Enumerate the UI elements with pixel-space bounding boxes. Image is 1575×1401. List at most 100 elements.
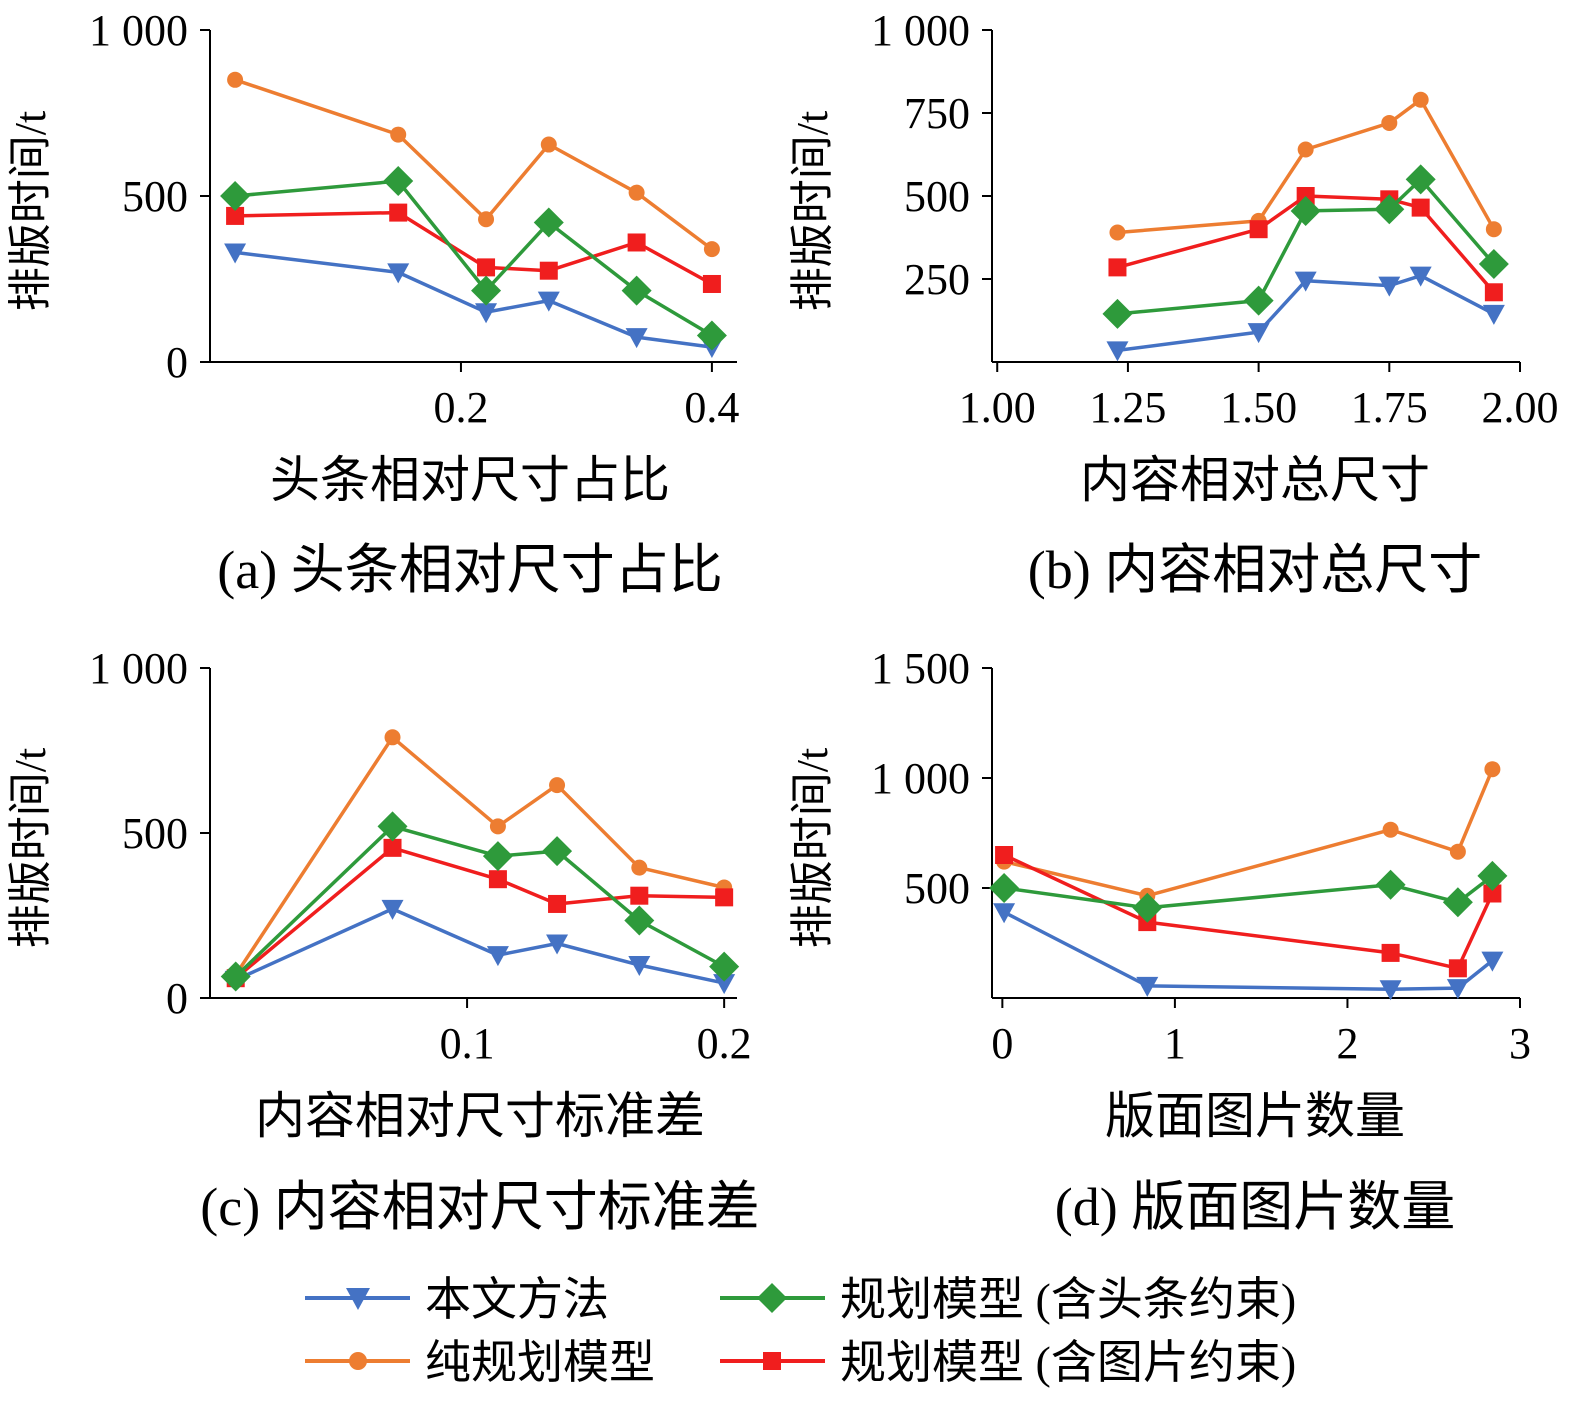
series-line	[1003, 910, 1494, 991]
point-marker	[1136, 976, 1159, 997]
x-tick-label: 0.2	[697, 1019, 752, 1068]
point-marker	[383, 838, 402, 857]
point-marker	[546, 934, 569, 955]
square-icon	[763, 1352, 781, 1370]
point-marker	[383, 166, 414, 197]
y-tick-label: 0	[166, 338, 188, 387]
x-axis-label: 版面图片数量	[1105, 1088, 1405, 1144]
panel-caption: (a) 头条相对尺寸占比	[217, 540, 722, 600]
x-tick-label: 1.00	[959, 383, 1036, 432]
point-marker	[1243, 285, 1274, 316]
chart-panel-d: 500 1 000 1 500 0 1 2 3 排版时间/t 版面图片数量 (d) 版面图片数量	[788, 644, 1531, 1237]
point-marker	[390, 126, 407, 143]
chart-panels: 0 500 1 000 0.2 0.4 排版时间/t 头条相对尺寸占比 (a) 头条相对尺寸占…	[6, 6, 1559, 1237]
series-line	[234, 78, 713, 251]
point-marker	[381, 899, 404, 920]
point-marker	[1374, 194, 1405, 225]
legend-item-pure: 纯规划模型	[305, 1337, 655, 1388]
point-marker	[709, 951, 740, 982]
series-ours	[993, 903, 1504, 1001]
point-marker	[628, 184, 645, 201]
y-tick-label: 1 000	[871, 754, 970, 803]
point-marker	[539, 261, 558, 280]
series-line	[1117, 273, 1495, 353]
point-marker	[628, 956, 651, 976]
y-tick-label: 0	[166, 974, 188, 1023]
point-marker	[1484, 283, 1503, 302]
series-head	[989, 860, 1508, 923]
y-axis-label: 排版时间/t	[788, 748, 837, 948]
series-line	[235, 210, 713, 286]
legend: 本文方法 纯规划模型 规划模型 (含头条约束) 规划模型 (含图片约束)	[305, 1274, 1296, 1388]
point-marker	[1446, 979, 1469, 1000]
point-marker	[1132, 892, 1163, 923]
point-marker	[1485, 221, 1502, 238]
series-line	[234, 846, 725, 980]
point-marker	[1297, 141, 1314, 158]
point-marker	[1482, 304, 1505, 325]
point-marker	[1478, 249, 1509, 280]
point-marker	[989, 873, 1020, 903]
point-marker	[1106, 341, 1129, 362]
point-marker	[1381, 114, 1398, 131]
legend-item-ours: 本文方法	[305, 1274, 609, 1325]
point-marker	[548, 894, 567, 913]
x-axis-label: 内容相对尺寸标准差	[255, 1088, 705, 1144]
series-img	[226, 203, 721, 293]
series-head	[220, 811, 740, 992]
point-marker	[621, 275, 652, 306]
point-marker	[226, 206, 245, 225]
series-line	[234, 250, 713, 349]
point-marker	[471, 275, 502, 306]
series-line	[234, 179, 713, 337]
y-tick-label: 250	[904, 255, 970, 304]
y-tick-label: 750	[904, 89, 970, 138]
point-marker	[1381, 943, 1400, 962]
series-img	[995, 846, 1502, 978]
point-marker	[1448, 959, 1467, 978]
legend-label-ours: 本文方法	[425, 1274, 609, 1325]
point-marker	[703, 241, 720, 258]
series-line	[1117, 177, 1496, 316]
point-marker	[1484, 761, 1501, 778]
x-tick-label: 1	[1164, 1019, 1186, 1068]
series-pure	[996, 761, 1501, 904]
x-tick-label: 0.2	[433, 383, 488, 432]
x-tick-label: 2.00	[1482, 383, 1559, 432]
series-line	[234, 735, 725, 976]
point-marker	[384, 729, 401, 746]
series-pure	[227, 729, 733, 983]
series-line	[1003, 768, 1495, 898]
triangle-down-icon	[346, 1288, 370, 1310]
point-marker	[540, 136, 557, 153]
x-axis-label: 内容相对总尺寸	[1080, 452, 1430, 508]
y-tick-label: 1 000	[89, 6, 188, 55]
point-marker	[486, 946, 509, 967]
series-pure	[227, 71, 720, 258]
legend-label-head: 规划模型 (含头条约束)	[840, 1274, 1296, 1325]
point-marker	[224, 243, 247, 264]
point-marker	[1412, 91, 1429, 108]
point-marker	[477, 258, 496, 277]
legend-label-img: 规划模型 (含图片约束)	[840, 1337, 1296, 1388]
series-line	[1117, 194, 1496, 294]
y-tick-label: 500	[904, 864, 970, 913]
point-marker	[549, 777, 566, 794]
y-tick-label: 500	[122, 172, 188, 221]
chart-panel-a: 0 500 1 000 0.2 0.4 排版时间/t 头条相对尺寸占比 (a) 头条相对尺寸占…	[6, 6, 739, 600]
point-marker	[1294, 271, 1317, 292]
point-marker	[995, 846, 1014, 864]
point-marker	[227, 71, 244, 88]
point-marker	[631, 859, 648, 876]
chart-panel-b: 250 500 750 1 000 1.00 1.25 1.50 1.75 2.00 排版时间/t…	[788, 6, 1559, 600]
point-marker	[1481, 951, 1504, 972]
y-tick-label: 500	[904, 172, 970, 221]
series-line	[234, 907, 725, 985]
point-marker	[1249, 220, 1268, 239]
point-marker	[1378, 276, 1401, 297]
point-marker	[542, 836, 573, 867]
point-marker	[1375, 869, 1406, 900]
point-marker	[475, 303, 498, 324]
series-pure	[1109, 91, 1502, 241]
